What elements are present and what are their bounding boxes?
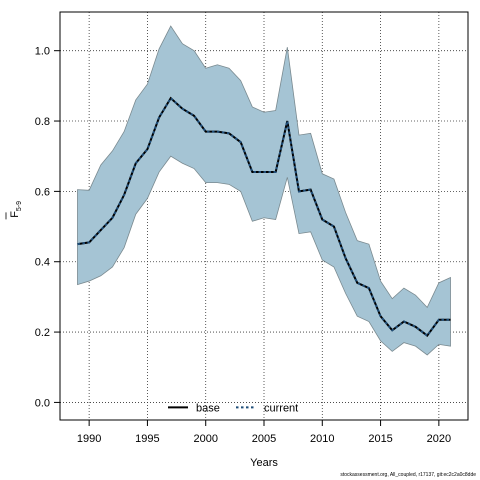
x-tick-label: 2005 — [252, 433, 276, 445]
y-tick-label: 1.0 — [35, 46, 50, 58]
x-tick-label: 2020 — [427, 433, 451, 445]
legend-label-current: current — [264, 402, 298, 414]
y-tick-label: 0.2 — [35, 327, 50, 339]
x-tick-label: 2015 — [368, 433, 392, 445]
x-tick-label: 2010 — [310, 433, 334, 445]
y-axis: 0.0 0.2 0.4 0.6 0.8 1.0 — [35, 46, 60, 409]
x-tick-label: 1990 — [77, 433, 101, 445]
legend: base current — [168, 402, 298, 414]
footer-note: stockassessment.org, All_coupled, r17137… — [340, 472, 476, 478]
y-tick-label: 0.6 — [35, 186, 50, 198]
confidence-band — [77, 25, 451, 356]
y-tick-label: 0.4 — [35, 257, 50, 269]
y-axis-title: F5-9 — [5, 201, 23, 220]
series-layer — [77, 96, 451, 337]
series-line-current — [77, 96, 451, 337]
confidence-band-layer — [77, 25, 451, 356]
y-axis-title-subscript: 5-9 — [16, 201, 23, 211]
y-axis-title-main: F — [9, 211, 21, 218]
x-tick-label: 1995 — [135, 433, 159, 445]
x-tick-label: 2000 — [193, 433, 217, 445]
legend-label-base: base — [196, 402, 220, 414]
svg-text:F5-9: F5-9 — [9, 201, 23, 218]
x-axis-title: Years — [250, 457, 278, 469]
y-tick-label: 0.8 — [35, 116, 50, 128]
x-axis: 1990 1995 2000 2005 2010 2015 2020 — [77, 420, 451, 445]
y-tick-label: 0.0 — [35, 397, 50, 409]
